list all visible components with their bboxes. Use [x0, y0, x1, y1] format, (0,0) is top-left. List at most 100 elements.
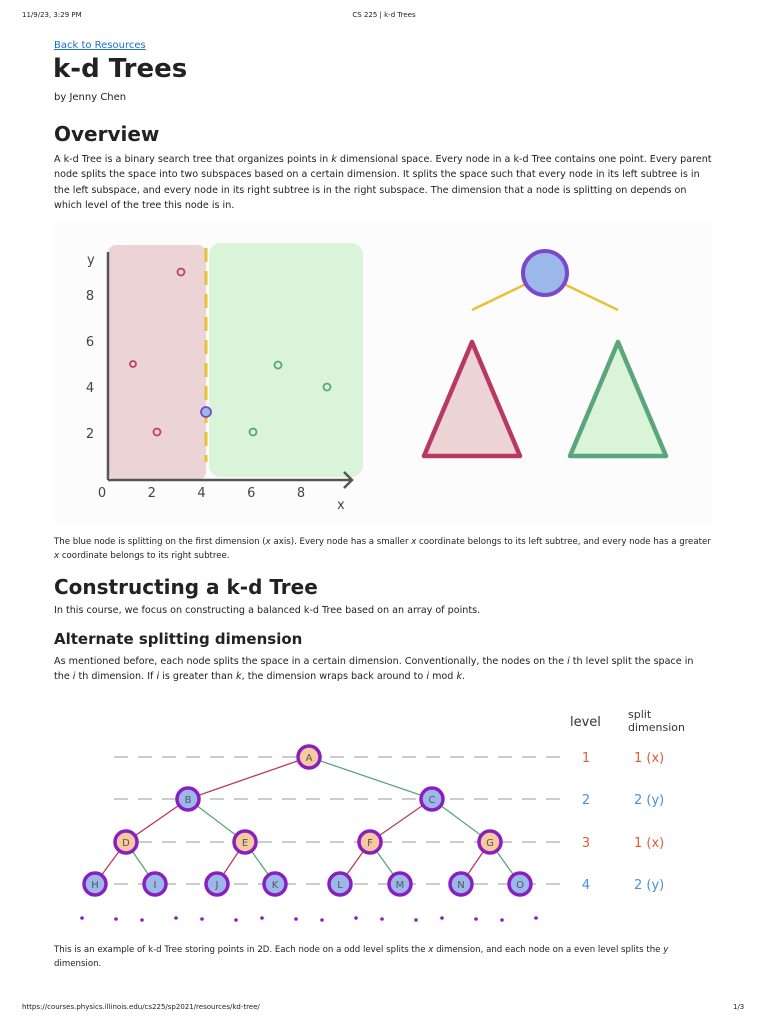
text: As mentioned before, each node splits th…	[54, 656, 568, 667]
level-number: 2	[582, 793, 590, 808]
print-page: 1/3	[733, 1003, 745, 1011]
figure-caption: The blue node is splitting on the first …	[54, 535, 712, 563]
edge	[471, 282, 527, 312]
x-arrow	[343, 471, 354, 489]
tree-node	[296, 744, 322, 770]
text: coordinate belongs to its left subtree, …	[416, 537, 711, 547]
trailing-dot	[414, 918, 418, 922]
print-url: https://courses.physics.illinois.edu/cs2…	[22, 1003, 260, 1011]
italic-text: y	[663, 945, 669, 955]
trailing-dot	[474, 917, 478, 921]
root-node	[521, 249, 569, 297]
point	[248, 427, 258, 437]
tree-node	[232, 829, 258, 855]
trailing-dot	[380, 917, 384, 921]
paragraph: A k-d Tree is a binary search tree that …	[54, 152, 712, 213]
node-label: B	[185, 795, 192, 806]
node-label: D	[122, 838, 130, 849]
paragraph: In this course, we focus on constructing…	[54, 603, 712, 618]
page-title: k-d Trees	[53, 54, 188, 84]
print-timestamp: 11/9/23, 3:29 PM	[22, 11, 82, 19]
node-label: C	[429, 795, 436, 806]
right-subtree	[567, 339, 669, 459]
point	[129, 360, 137, 368]
back-link[interactable]: Back to Resources	[54, 40, 146, 51]
split-dimension: 2 (y)	[634, 878, 664, 893]
trailing-dot	[534, 916, 538, 920]
italic-text: k	[331, 154, 337, 165]
right-subspace	[209, 243, 363, 477]
text: is greater than	[159, 671, 237, 683]
point	[176, 267, 186, 277]
byline: by Jenny Chen	[54, 92, 127, 103]
print-title: CS 225 | k-d Trees	[352, 11, 416, 19]
trailing-dot	[500, 918, 504, 922]
tree-node	[142, 871, 168, 897]
trailing-dot	[260, 916, 264, 920]
trailing-dot	[234, 918, 238, 922]
italic-text: i	[156, 671, 160, 683]
text: th dimension. If	[75, 671, 157, 683]
tree-node	[387, 871, 413, 897]
point	[322, 382, 332, 392]
tree-node	[82, 871, 108, 897]
split-point	[200, 406, 212, 418]
tree-node	[357, 829, 383, 855]
node-label: L	[337, 880, 343, 891]
subsection-heading: Alternate splitting dimension	[54, 630, 303, 648]
italic-text: i	[72, 671, 76, 683]
y-tick-label: 8	[86, 289, 94, 304]
tree-edge	[187, 756, 310, 800]
tree-node	[327, 871, 353, 897]
y-tick-label: 4	[86, 381, 94, 396]
italic-text: x	[411, 537, 417, 547]
text: In this course, we focus on constructing…	[54, 605, 481, 616]
y-tick-label: 6	[86, 335, 94, 350]
tree-node	[175, 786, 201, 812]
y-axis-label: y	[87, 253, 95, 268]
node-label: J	[215, 880, 219, 891]
tree-node	[262, 871, 288, 897]
text: axis). Every node has a smaller	[270, 537, 412, 547]
trailing-dot	[320, 918, 324, 922]
node-label: H	[91, 880, 99, 891]
text: dimension.	[54, 959, 102, 969]
italic-text: x	[265, 537, 271, 547]
level-number: 4	[582, 878, 590, 893]
trailing-dot	[140, 918, 144, 922]
x-tick-label: 6	[247, 486, 255, 501]
text: coordinate belongs to its right subtree.	[59, 551, 230, 561]
tree-edge	[308, 756, 433, 800]
text: , the dimension wraps back around to	[241, 671, 427, 683]
level-number: 3	[582, 836, 590, 851]
left-subspace	[108, 245, 206, 480]
text: mod	[429, 671, 457, 683]
text: th level split the space in the	[54, 656, 694, 683]
text: The blue node is splitting on the first …	[54, 537, 266, 547]
node-label: G	[486, 838, 494, 849]
tree-node	[204, 871, 230, 897]
node-label: A	[306, 753, 313, 764]
italic-text: k	[236, 671, 242, 683]
split-header: split dimension	[628, 708, 685, 734]
trailing-dot	[354, 916, 358, 920]
text: This is an example of k-d Tree storing p…	[54, 945, 429, 955]
x-tick-label: 8	[297, 486, 305, 501]
y-tick-label: 2	[86, 427, 94, 442]
italic-text: x	[428, 945, 434, 955]
text: dimension, and each node on a even level…	[433, 945, 664, 955]
edge	[563, 282, 619, 312]
tree-node	[113, 829, 139, 855]
section-heading: Overview	[54, 122, 160, 146]
point	[152, 427, 162, 437]
x-tick-label: 2	[148, 486, 156, 501]
split-dimension: 1 (x)	[634, 751, 664, 766]
node-label: M	[396, 880, 405, 891]
trailing-dot	[174, 916, 178, 920]
tree-node	[477, 829, 503, 855]
trailing-dot	[200, 917, 204, 921]
italic-text: i	[426, 671, 430, 683]
level-number: 1	[582, 751, 590, 766]
level-header: level	[570, 715, 601, 730]
